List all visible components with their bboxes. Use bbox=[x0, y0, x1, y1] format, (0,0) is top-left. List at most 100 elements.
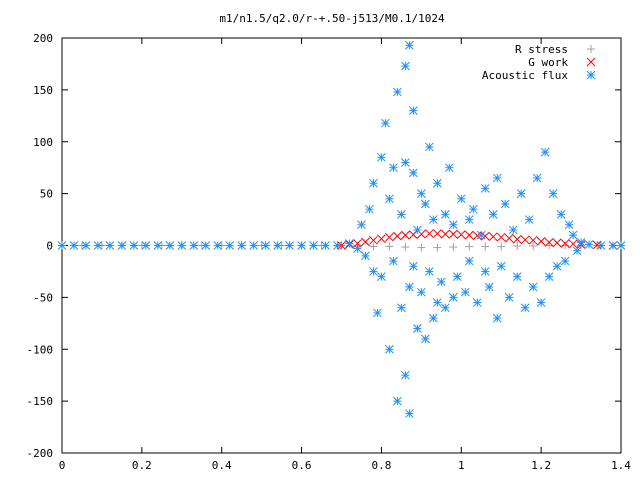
marker-stroke bbox=[417, 229, 426, 239]
marker-stroke bbox=[548, 189, 558, 198]
marker-stroke bbox=[564, 220, 574, 230]
marker-stroke bbox=[237, 241, 247, 250]
data-point bbox=[480, 267, 490, 276]
data-point bbox=[500, 199, 510, 209]
data-point bbox=[377, 272, 386, 281]
data-point bbox=[492, 173, 502, 183]
data-point bbox=[369, 242, 378, 251]
data-point bbox=[428, 215, 438, 224]
marker-stroke bbox=[401, 230, 410, 240]
data-point bbox=[464, 230, 474, 240]
marker-stroke bbox=[409, 261, 418, 271]
x-tick-label: 0.2 bbox=[132, 459, 152, 472]
data-point bbox=[401, 243, 410, 252]
data-point bbox=[393, 396, 402, 406]
marker-stroke bbox=[464, 256, 474, 266]
data-point bbox=[584, 240, 594, 249]
marker-stroke bbox=[584, 240, 594, 249]
data-point bbox=[432, 298, 442, 307]
data-point bbox=[508, 225, 518, 235]
marker-stroke bbox=[428, 215, 438, 224]
marker-stroke bbox=[540, 147, 550, 157]
marker-stroke bbox=[484, 282, 494, 292]
legend-marker bbox=[586, 57, 596, 67]
data-point bbox=[540, 147, 550, 157]
data-point bbox=[544, 238, 554, 247]
y-tick-label: -50 bbox=[33, 291, 53, 304]
data-point bbox=[440, 210, 450, 219]
marker-stroke bbox=[357, 220, 366, 230]
marker-stroke bbox=[512, 234, 522, 244]
marker-stroke bbox=[428, 313, 438, 323]
data-point bbox=[548, 189, 558, 198]
data-point bbox=[420, 199, 430, 209]
marker-stroke bbox=[552, 261, 562, 271]
data-point bbox=[460, 287, 470, 297]
marker-stroke bbox=[516, 189, 526, 198]
data-point bbox=[393, 231, 402, 241]
data-point bbox=[420, 334, 430, 344]
marker-stroke bbox=[417, 287, 426, 297]
marker-stroke bbox=[369, 235, 378, 245]
marker-stroke bbox=[528, 282, 538, 292]
data-point bbox=[249, 241, 259, 250]
marker-stroke bbox=[381, 118, 390, 128]
data-point bbox=[401, 158, 410, 167]
y-tick-label: 0 bbox=[46, 240, 53, 253]
data-point bbox=[213, 241, 223, 250]
data-point bbox=[397, 210, 406, 219]
marker-stroke bbox=[528, 235, 538, 245]
marker-stroke bbox=[261, 241, 270, 250]
marker-stroke bbox=[189, 241, 199, 250]
x-axis: 0 0.2 0.4 0.6 0.8 1 1.2 1.4 bbox=[59, 38, 631, 472]
data-point bbox=[472, 231, 482, 240]
marker-stroke bbox=[413, 225, 422, 235]
marker-stroke bbox=[377, 234, 386, 244]
data-point bbox=[385, 344, 394, 354]
data-point bbox=[488, 210, 498, 219]
marker-stroke bbox=[464, 230, 474, 240]
marker-stroke bbox=[385, 194, 394, 204]
marker-stroke bbox=[504, 293, 514, 302]
data-point bbox=[377, 152, 386, 162]
marker-stroke bbox=[544, 238, 554, 247]
marker-stroke bbox=[361, 237, 370, 247]
data-point bbox=[484, 282, 494, 292]
y-axis: 200 150 100 50 0 -50 -100 -150 -200 bbox=[27, 32, 621, 460]
data-point bbox=[444, 163, 454, 173]
marker-stroke bbox=[285, 241, 294, 250]
marker-stroke bbox=[201, 241, 211, 250]
legend-label: R stress bbox=[515, 43, 568, 56]
data-point bbox=[105, 241, 115, 250]
data-point bbox=[560, 239, 570, 248]
data-point bbox=[413, 225, 422, 235]
marker-stroke bbox=[297, 241, 306, 250]
data-point bbox=[409, 106, 418, 115]
marker-stroke bbox=[468, 204, 478, 214]
marker-stroke bbox=[492, 313, 502, 323]
data-point bbox=[417, 287, 426, 297]
data-point bbox=[369, 178, 378, 188]
data-point bbox=[409, 168, 418, 178]
marker-stroke bbox=[448, 229, 458, 239]
marker-stroke bbox=[213, 241, 223, 250]
marker-stroke bbox=[420, 199, 430, 209]
marker-stroke bbox=[480, 231, 490, 241]
marker-stroke bbox=[532, 173, 542, 183]
marker-stroke bbox=[377, 152, 386, 162]
data-point bbox=[516, 189, 526, 198]
data-point bbox=[512, 272, 522, 281]
data-point bbox=[524, 215, 534, 224]
data-point bbox=[141, 241, 151, 250]
marker-stroke bbox=[413, 324, 422, 333]
data-point bbox=[225, 241, 235, 250]
y-tick-label: -100 bbox=[27, 343, 54, 356]
marker-stroke bbox=[117, 241, 127, 250]
marker-stroke bbox=[592, 240, 602, 250]
marker-stroke bbox=[448, 220, 458, 230]
marker-stroke bbox=[472, 231, 482, 240]
data-point bbox=[405, 282, 414, 292]
marker-stroke bbox=[389, 256, 398, 266]
